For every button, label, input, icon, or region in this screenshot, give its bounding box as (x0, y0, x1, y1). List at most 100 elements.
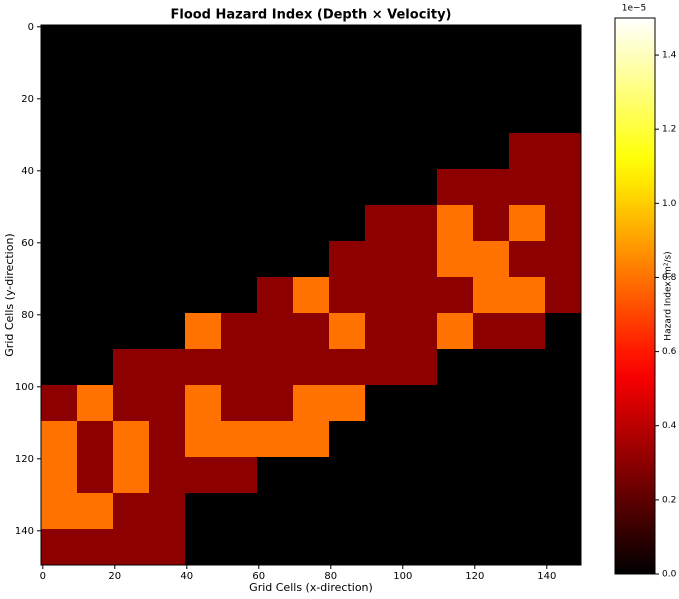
heatmap-cell (77, 349, 114, 386)
heatmap-cell (545, 421, 582, 458)
heatmap-cell (113, 97, 150, 134)
heatmap-cell (509, 25, 546, 62)
heatmap-cell (77, 169, 114, 206)
heatmap-cell (509, 61, 546, 98)
heatmap-cell (77, 313, 114, 350)
heatmap-cell (329, 457, 366, 494)
heatmap-cell (509, 421, 546, 458)
heatmap-cell (149, 169, 186, 206)
heatmap-cell (545, 97, 582, 134)
heatmap-cell (473, 61, 510, 98)
heatmap-cell (185, 277, 222, 314)
heatmap-cell (545, 25, 582, 62)
heatmap-cell (401, 421, 438, 458)
heatmap-cell (149, 133, 186, 170)
heatmap-cell (329, 529, 366, 566)
heatmap-cell (77, 241, 114, 278)
heatmap-cell (185, 169, 222, 206)
heatmap-cell (77, 493, 114, 530)
heatmap-cell (41, 349, 78, 386)
heatmap-cell (437, 457, 474, 494)
heatmap-cell (185, 25, 222, 62)
heatmap-cell (437, 529, 474, 566)
heatmap-cell (221, 529, 258, 566)
y-tick-label: 20 (21, 94, 34, 105)
heatmap-cell (185, 313, 222, 350)
heatmap-cell (293, 421, 330, 458)
heatmap-cell (113, 421, 150, 458)
heatmap-cell (221, 169, 258, 206)
heatmap-cell (473, 385, 510, 422)
heatmap-cell (77, 529, 114, 566)
heatmap-cell (257, 205, 294, 242)
heatmap-cell (77, 25, 114, 62)
heatmap-cell (473, 349, 510, 386)
heatmap-cell (437, 241, 474, 278)
heatmap-cell (365, 25, 402, 62)
heatmap-cell (473, 457, 510, 494)
heatmap-cell (509, 277, 546, 314)
heatmap-cell (473, 493, 510, 530)
heatmap-cell (113, 529, 150, 566)
heatmap-cell (257, 97, 294, 134)
heatmap-cell (293, 457, 330, 494)
heatmap-cell (509, 349, 546, 386)
heatmap-cell (509, 385, 546, 422)
heatmap-cell (509, 313, 546, 350)
heatmap-cell (545, 241, 582, 278)
heatmap-cell (365, 169, 402, 206)
heatmap-cell (365, 277, 402, 314)
heatmap-cell (473, 25, 510, 62)
heatmap-cell (293, 61, 330, 98)
heatmap-cell (509, 493, 546, 530)
heatmap-cell (545, 169, 582, 206)
heatmap-cell (149, 385, 186, 422)
heatmap-cell (401, 457, 438, 494)
heatmap-cell (437, 133, 474, 170)
colorbar (614, 17, 656, 575)
heatmap-cell (221, 205, 258, 242)
heatmap-cell (113, 133, 150, 170)
heatmap-cell (437, 205, 474, 242)
heatmap-cell (401, 277, 438, 314)
heatmap-cell (149, 493, 186, 530)
heatmap-cell (41, 493, 78, 530)
heatmap-cell (41, 97, 78, 134)
x-tick-label: 100 (393, 571, 412, 582)
heatmap-cell (185, 349, 222, 386)
y-axis-label: Grid Cells (y-direction) (3, 233, 16, 356)
heatmap-cell (257, 61, 294, 98)
heatmap-cell (149, 349, 186, 386)
heatmap-cell (257, 313, 294, 350)
heatmap-cell (545, 61, 582, 98)
heatmap-cell (113, 349, 150, 386)
heatmap-cell (329, 61, 366, 98)
heatmap-cell (149, 277, 186, 314)
heatmap-cell (41, 241, 78, 278)
heatmap-cell (221, 241, 258, 278)
heatmap-cell (257, 277, 294, 314)
heatmap-cell (401, 133, 438, 170)
x-tick-label: 40 (180, 571, 193, 582)
heatmap-cell (257, 133, 294, 170)
heatmap-cell (257, 457, 294, 494)
colorbar-tick-label: 0.0 (662, 570, 677, 580)
heatmap-cell (365, 421, 402, 458)
heatmap-cell (185, 97, 222, 134)
heatmap-cell (545, 205, 582, 242)
heatmap-cell (113, 313, 150, 350)
x-tick-label: 80 (324, 571, 337, 582)
heatmap-cell (41, 277, 78, 314)
heatmap-cell (329, 97, 366, 134)
heatmap-cell (329, 349, 366, 386)
heatmap-cell (401, 349, 438, 386)
heatmap-cell (509, 133, 546, 170)
x-tick-label: 60 (252, 571, 265, 582)
heatmap-cell (473, 169, 510, 206)
heatmap-cell (401, 25, 438, 62)
heatmap-cell (185, 133, 222, 170)
heatmap-cell (113, 457, 150, 494)
heatmap-cell (437, 169, 474, 206)
heatmap-cell (545, 385, 582, 422)
heatmap-cell (221, 97, 258, 134)
